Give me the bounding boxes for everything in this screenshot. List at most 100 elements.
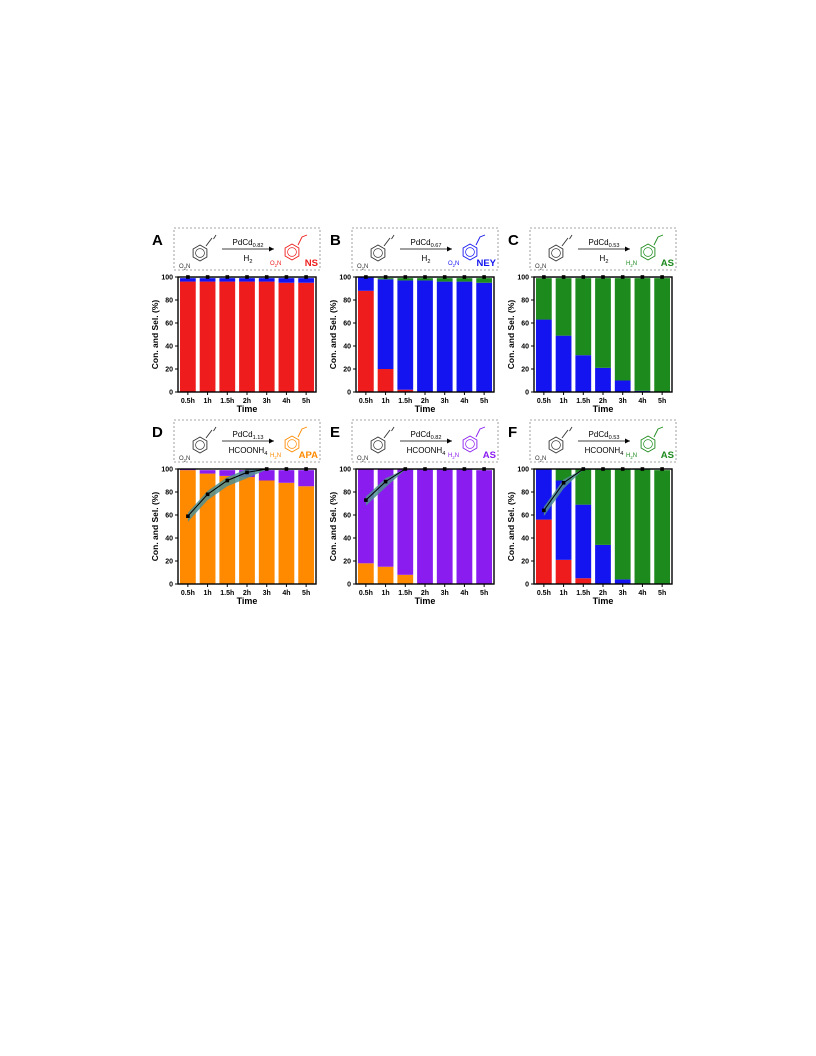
y-tick-label: 100: [517, 275, 529, 282]
scheme-box: [173, 227, 321, 271]
y-axis-label: Con. and Sel. (%): [506, 300, 516, 370]
bar-segment: [377, 369, 394, 392]
conversion-marker: [364, 498, 368, 502]
reaction-scheme: O2N PdCd0.53 HCOONH4 H2N AS: [529, 419, 677, 463]
side-chain-icon: [297, 234, 308, 246]
bar-segment: [397, 389, 414, 392]
reagent-label: HCOONH4: [229, 446, 268, 457]
x-tick-label: 1h: [559, 590, 567, 597]
bar-segment: [219, 475, 236, 584]
panel-letter: C: [508, 232, 519, 249]
bar-segment: [456, 281, 473, 392]
bar-segment: [476, 282, 493, 392]
bar-segment: [199, 470, 216, 474]
x-axis-label: Time: [237, 596, 258, 606]
product-name: AS: [483, 450, 496, 461]
panel-letter: F: [508, 424, 517, 441]
x-axis-label: Time: [415, 404, 436, 414]
bar-segment: [397, 574, 414, 584]
bar-segment: [397, 280, 414, 390]
y-axis-label: Con. and Sel. (%): [150, 300, 160, 370]
product-group-label: H2N: [626, 261, 637, 268]
reaction-scheme: O2N PdCd1.13 HCOONH4 H2N APA: [173, 419, 321, 463]
bar-segment: [436, 281, 453, 392]
product-benzene-icon-ring: [465, 439, 475, 449]
x-tick-label: 0.5h: [181, 590, 195, 597]
bar-segment: [219, 281, 236, 392]
bar-segment: [555, 480, 572, 560]
y-tick-label: 60: [521, 321, 529, 328]
y-tick-label: 100: [161, 467, 173, 474]
x-tick-label: 1h: [381, 398, 389, 405]
alkyne-bond-icon: [569, 234, 573, 240]
y-tick-label: 80: [165, 298, 173, 305]
panel-a: A O2N PdCd0.82 H2 O2N NS 0 20 40 60 80 100 0.5h 1h 1.5…: [150, 227, 321, 414]
x-tick-label: 2h: [599, 590, 607, 597]
bar-segment: [417, 469, 433, 584]
bar-segment: [298, 486, 315, 584]
bar-segment: [377, 279, 394, 369]
product-name: APA: [299, 450, 318, 461]
reactant-label: O2N: [357, 264, 368, 271]
product-benzene-icon: [284, 243, 300, 261]
bar-segment: [575, 578, 592, 584]
catalyst-label: PdCd0.82: [233, 238, 264, 249]
x-tick-label: 4h: [460, 398, 468, 405]
conversion-marker: [225, 478, 230, 483]
catalyst-label: PdCd0.67: [411, 238, 442, 249]
conversion-band: [365, 469, 485, 506]
conversion-marker: [205, 492, 210, 497]
y-tick-label: 40: [165, 536, 173, 543]
reagent-label: HCOONH4: [585, 446, 624, 457]
bar-segment: [397, 469, 414, 575]
x-tick-label: 4h: [460, 590, 468, 597]
bar-segment: [258, 470, 275, 481]
bar-segment: [199, 281, 216, 392]
bar-segment: [258, 278, 275, 282]
x-tick-label: 5h: [480, 398, 488, 405]
arrow-head-icon: [269, 438, 274, 444]
panel-b: B O2N PdCd0.67 H2 O2N NEY 0 20 40 60 80 100 0.5h 1h 1.…: [328, 227, 499, 414]
product-benzene-icon-ring: [643, 247, 653, 257]
x-tick-label: 4h: [282, 590, 290, 597]
y-axis-label: Con. and Sel. (%): [328, 492, 338, 562]
y-tick-label: 0: [169, 390, 173, 397]
y-tick-label: 40: [343, 536, 351, 543]
bar-segment: [595, 367, 611, 392]
x-tick-label: 1.5h: [220, 398, 234, 405]
panel-letter: A: [152, 232, 163, 249]
bar-segment: [239, 477, 255, 584]
conversion-marker: [186, 514, 190, 518]
bar-segment: [614, 579, 631, 584]
bar-segment: [575, 355, 592, 392]
x-tick-label: 2h: [421, 398, 429, 405]
bar-segment: [614, 278, 631, 381]
bar-segment: [614, 469, 631, 580]
x-tick-label: 3h: [441, 398, 449, 405]
bar-segment: [614, 380, 631, 392]
x-tick-label: 2h: [599, 398, 607, 405]
bar-segment: [456, 278, 473, 282]
conversion-band: [187, 469, 307, 522]
bar-segment: [595, 278, 611, 368]
bar-segment: [634, 278, 651, 391]
alkyne-bond-icon: [205, 429, 213, 439]
y-tick-label: 20: [343, 559, 351, 566]
x-tick-label: 0.5h: [359, 398, 373, 405]
conversion-marker: [245, 470, 249, 475]
panel-f: F O2N PdCd0.53 HCOONH4 H2N AS 0 20 40 60 80 100 0.5h…: [506, 419, 677, 606]
side-chain-icon: [475, 234, 486, 246]
reaction-scheme: O2N PdCd0.53 H2 H2N AS: [529, 227, 677, 271]
product-name: AS: [661, 258, 674, 269]
catalyst-label: PdCd0.53: [589, 430, 620, 441]
bar-segment: [258, 480, 275, 584]
alkyne-bond-icon: [383, 237, 391, 247]
bar-segment: [417, 278, 433, 281]
reaction-scheme: O2N PdCd0.67 H2 O2N NEY: [351, 227, 499, 271]
y-tick-label: 40: [165, 344, 173, 351]
y-tick-label: 20: [343, 367, 351, 374]
y-tick-label: 80: [343, 298, 351, 305]
x-tick-label: 3h: [619, 398, 627, 405]
y-tick-label: 0: [347, 390, 351, 397]
x-axis-label: Time: [415, 596, 436, 606]
